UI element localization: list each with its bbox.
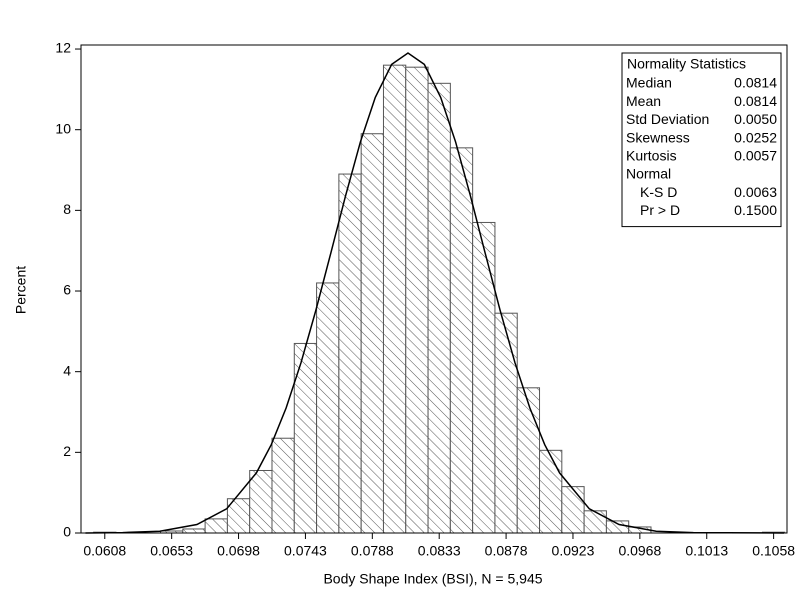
y-tick-label: 4 [63, 362, 71, 378]
stats-title: Normality Statistics [627, 56, 746, 72]
bar [605, 520, 630, 534]
stats-value: 0.0063 [734, 184, 777, 200]
x-tick-label: 0.0608 [83, 543, 126, 559]
stats-label: Mean [626, 93, 661, 109]
x-tick-label: 0.0653 [150, 543, 193, 559]
bar [405, 66, 429, 534]
y-axis-label: Percent [13, 266, 29, 314]
bar [494, 312, 518, 534]
plot-frame [80, 44, 788, 534]
bar [204, 518, 228, 534]
y-tick-label: 6 [63, 282, 71, 298]
bar [472, 221, 496, 534]
x-tick-label: 0.0788 [351, 543, 394, 559]
x-tick-label: 0.1058 [752, 543, 795, 559]
y-tick-label: 0 [63, 524, 71, 540]
stats-value: 0.0814 [734, 75, 777, 91]
stats-label: Pr > D [640, 202, 680, 218]
stats-value: 0.0050 [734, 111, 777, 127]
stats-label: Median [626, 75, 672, 91]
bar [427, 82, 451, 534]
bar [360, 133, 384, 534]
stats-value: 0.0814 [734, 93, 777, 109]
bar [583, 510, 607, 534]
bar [539, 449, 563, 534]
normal-curve [85, 52, 785, 534]
bar [382, 64, 407, 534]
stats-label: Std Deviation [626, 111, 709, 127]
x-tick-label: 0.0923 [552, 543, 595, 559]
bar [338, 173, 362, 534]
x-tick-label: 0.1013 [685, 543, 728, 559]
x-tick-label: 0.0878 [485, 543, 528, 559]
bar [561, 486, 585, 534]
bar [249, 469, 273, 534]
stats-label: K-S D [640, 184, 677, 200]
x-tick-label: 0.0743 [284, 543, 327, 559]
x-axis-label: Body Shape Index (BSI), N = 5,945 [323, 571, 542, 587]
stats-box [621, 52, 782, 228]
stats-value: 0.0252 [734, 129, 777, 145]
bar [449, 147, 474, 534]
y-tick-label: 8 [63, 201, 71, 217]
stats-label: Skewness [626, 129, 690, 145]
x-tick-label: 0.0698 [217, 543, 260, 559]
y-tick-label: 12 [55, 40, 71, 56]
y-tick-label: 10 [55, 120, 71, 136]
y-tick-label: 2 [63, 443, 71, 459]
bar [271, 437, 295, 534]
stats-value: 0.1500 [734, 202, 777, 218]
x-tick-label: 0.0968 [618, 543, 661, 559]
bar [316, 282, 340, 534]
stats-label: Normal [626, 166, 671, 182]
bar [182, 528, 206, 534]
bar [516, 387, 541, 534]
x-tick-label: 0.0833 [418, 543, 461, 559]
stats-label: Kurtosis [626, 148, 677, 164]
stats-value: 0.0057 [734, 148, 777, 164]
